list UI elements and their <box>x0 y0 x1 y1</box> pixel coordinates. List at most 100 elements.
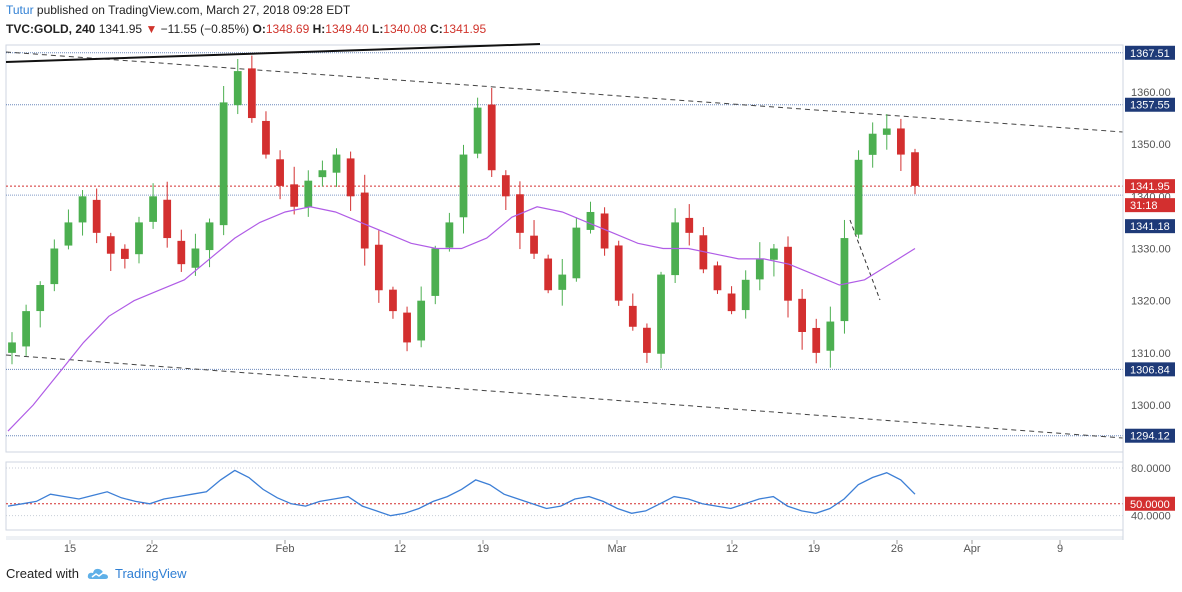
flag-line <box>849 219 881 301</box>
trend-lines <box>5 43 1124 439</box>
candle-body[interactable] <box>403 312 411 343</box>
candle-body[interactable] <box>205 222 214 251</box>
rsi-line <box>7 469 916 517</box>
candle-body[interactable] <box>50 248 59 285</box>
rsi-tick-label: 80.0000 <box>1131 463 1171 475</box>
candle-body[interactable] <box>177 240 186 265</box>
candle-body[interactable] <box>868 133 877 155</box>
candle-body[interactable] <box>276 159 284 186</box>
candle-body[interactable] <box>262 120 270 155</box>
candle-body[interactable] <box>290 184 299 207</box>
candle-body[interactable] <box>389 289 397 312</box>
countdown-badge[interactable]: 31:18 <box>1125 198 1175 213</box>
last-price: 1341.95 <box>98 22 143 36</box>
candle-body[interactable] <box>530 235 538 254</box>
candle-body[interactable] <box>727 293 736 312</box>
candle-body[interactable] <box>135 222 143 255</box>
current-price-badge[interactable]: 1341.95 <box>1125 179 1175 194</box>
price-level-badge-bg <box>1125 97 1175 112</box>
candle-body[interactable] <box>106 236 115 254</box>
candle-body[interactable] <box>586 211 595 230</box>
tradingview-link[interactable]: TradingView <box>114 566 187 581</box>
candle-body[interactable] <box>784 246 792 301</box>
candle-body[interactable] <box>558 274 567 290</box>
price-tick-label: 1360.00 <box>1131 87 1171 99</box>
previous-level-badge-text: 1341.18 <box>1130 221 1170 233</box>
candle-body[interactable] <box>360 192 369 249</box>
price-level-badge[interactable]: 1294.12 <box>1125 428 1175 443</box>
candle-body[interactable] <box>78 196 87 223</box>
high-label: H: <box>312 22 326 36</box>
candle-body[interactable] <box>191 248 200 268</box>
price-tick-label: 1310.00 <box>1131 348 1171 360</box>
candle-body[interactable] <box>897 128 905 155</box>
price-chart[interactable]: 1300.001310.001320.001330.001340.001350.… <box>0 0 1182 560</box>
price-level-badge[interactable]: 1367.51 <box>1125 45 1175 60</box>
candle-body[interactable] <box>854 159 863 235</box>
candle-body[interactable] <box>36 285 45 312</box>
candle-body[interactable] <box>699 235 708 270</box>
author-link[interactable]: Tutur <box>6 3 34 17</box>
candle-body[interactable] <box>374 244 383 291</box>
candle-body[interactable] <box>120 248 129 259</box>
candle-body[interactable] <box>911 152 919 186</box>
candle-body[interactable] <box>840 238 849 322</box>
candle-body[interactable] <box>741 279 750 311</box>
candle-body[interactable] <box>755 258 764 280</box>
candle-body[interactable] <box>318 170 327 178</box>
candle-body[interactable] <box>770 248 778 260</box>
candle-body[interactable] <box>459 154 468 218</box>
current-price-badge-text: 1341.95 <box>1130 181 1170 193</box>
candle-body[interactable] <box>219 102 228 226</box>
candle-body[interactable] <box>798 298 807 332</box>
price-level-badge-text: 1367.51 <box>1130 48 1170 60</box>
candle-body[interactable] <box>685 217 694 233</box>
candle-body[interactable] <box>149 196 157 222</box>
candle-body[interactable] <box>628 305 637 327</box>
candle-body[interactable] <box>812 327 821 353</box>
candle-body[interactable] <box>233 71 242 106</box>
rsi-pane-frame <box>5 461 1124 531</box>
symbol-name[interactable]: TVC:GOLD, 240 <box>6 22 96 36</box>
time-tick-label: Mar <box>608 543 627 555</box>
open-value: 1348.69 <box>265 22 310 36</box>
candle-body[interactable] <box>304 180 313 208</box>
candle-body[interactable] <box>445 222 454 248</box>
price-level-badge[interactable]: 1357.55 <box>1125 97 1175 112</box>
candle-body[interactable] <box>600 213 609 249</box>
candle-body[interactable] <box>643 327 651 353</box>
candle-body[interactable] <box>247 68 256 119</box>
time-axis[interactable]: 15 22 Feb 12 19 Mar 12 19 26 Apr 9 <box>64 540 1063 555</box>
candle-body[interactable] <box>473 107 482 154</box>
price-level-badge-bg <box>1125 45 1175 60</box>
candle-body[interactable] <box>431 248 440 296</box>
candle-body[interactable] <box>64 222 73 246</box>
candle-body[interactable] <box>614 245 623 301</box>
candles[interactable] <box>8 55 919 369</box>
candle-body[interactable] <box>92 199 101 233</box>
candle-body[interactable] <box>163 199 172 239</box>
candle-body[interactable] <box>713 265 722 291</box>
candle-body[interactable] <box>544 258 553 291</box>
candle-body[interactable] <box>346 158 355 197</box>
time-tick-label: Feb <box>276 543 295 555</box>
candle-body[interactable] <box>417 300 426 341</box>
price-level-badge-bg <box>1125 362 1175 377</box>
high-value: 1349.40 <box>325 22 369 36</box>
candle-body[interactable] <box>882 128 891 135</box>
price-level-badge[interactable]: 1306.84 <box>1125 362 1175 377</box>
countdown-badge-text: 31:18 <box>1130 200 1158 212</box>
candle-body[interactable] <box>826 321 835 351</box>
candle-body[interactable] <box>501 175 510 197</box>
price-level-badge-text: 1357.55 <box>1130 100 1170 112</box>
candle-body[interactable] <box>487 104 496 171</box>
candle-body[interactable] <box>22 311 30 347</box>
previous-level-badge[interactable]: 1341.18 <box>1125 219 1175 234</box>
candle-body[interactable] <box>8 342 16 353</box>
lower-channel-line <box>5 354 1124 439</box>
price-axis[interactable]: 1300.001310.001320.001330.001340.001350.… <box>1122 45 1175 540</box>
time-tick-label: 9 <box>1057 543 1063 555</box>
candle-body[interactable] <box>332 154 341 173</box>
candle-body[interactable] <box>657 274 665 354</box>
candle-body[interactable] <box>572 227 581 279</box>
